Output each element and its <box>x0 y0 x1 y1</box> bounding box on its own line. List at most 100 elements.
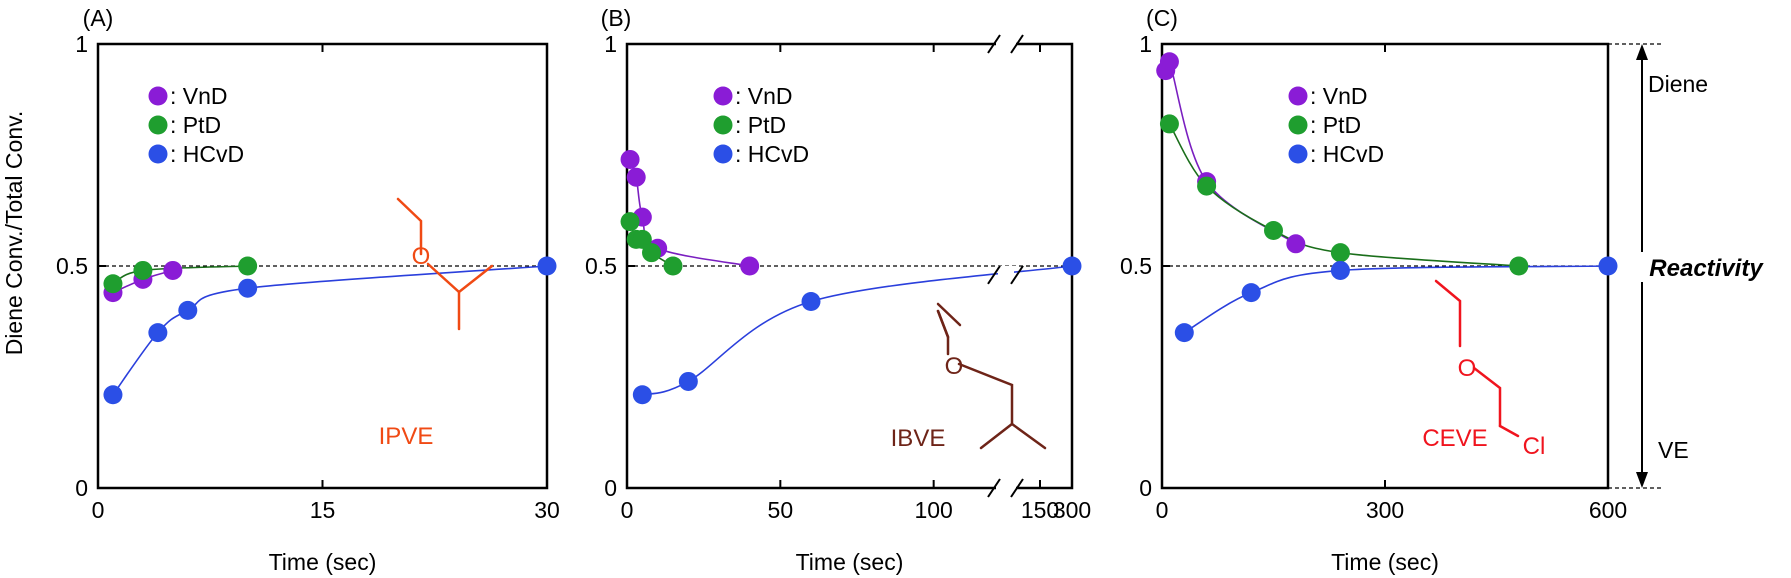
scale-arrow-gap <box>1630 252 1654 282</box>
data-point-hcvd <box>1174 323 1194 343</box>
x-tick-label: 50 <box>768 497 794 523</box>
legend-label-hcvd: : HCvD <box>735 141 809 167</box>
x-tick-label: 0 <box>621 497 634 523</box>
curve-break-mark <box>1010 265 1024 285</box>
legend-label-ptd: : PtD <box>735 112 786 138</box>
data-point-ptd <box>1509 256 1529 276</box>
curve-break-mark <box>987 265 1001 285</box>
data-point-ptd <box>642 243 662 263</box>
data-point-hcvd <box>103 385 123 405</box>
data-point-hcvd <box>1062 256 1082 276</box>
data-point-ptd <box>238 256 258 276</box>
data-point-ptd <box>663 256 683 276</box>
legend-marker-vnd <box>1288 86 1308 106</box>
x-axis-title: Time (sec) <box>1331 549 1439 575</box>
ceve-structure: O Cl <box>1434 279 1546 460</box>
data-point-ptd <box>1264 220 1283 240</box>
data-point-ptd <box>632 229 652 249</box>
reactivity-scale: Diene Reactivity VE <box>1608 43 1764 489</box>
scale-bottom-label: VE <box>1658 437 1689 463</box>
data-point-hcvd <box>1241 283 1261 303</box>
data-point-ptd <box>1330 243 1350 263</box>
y-tick-label: 0.5 <box>56 253 88 279</box>
x-tick-label: 30 <box>534 497 560 523</box>
data-point-ptd <box>1197 176 1217 196</box>
y-tick-label: 0.5 <box>1120 253 1152 279</box>
fit-curve-hcvd <box>642 265 1073 396</box>
fit-curve-vnd <box>1164 54 1297 245</box>
data-point-vnd <box>740 256 760 276</box>
x-tick-label: 0 <box>1156 497 1169 523</box>
panel-c: (C) 0 0.5 1 0 300 600 Time (sec): VnD: PtD: HCv… <box>1120 5 1627 575</box>
panel-tag: (C) <box>1146 5 1178 31</box>
x-tick-label: 300 <box>1053 497 1091 523</box>
legend-label-vnd: : VnD <box>735 83 793 109</box>
legend-label-vnd: : VnD <box>1310 83 1368 109</box>
data-point-ptd <box>620 212 640 232</box>
axis-break-mark <box>987 34 1001 54</box>
scale-arrow-down-icon <box>1636 472 1648 488</box>
ibve-structure: O <box>936 302 1047 450</box>
x-tick-label: 300 <box>1366 497 1404 523</box>
data-point-hcvd <box>1330 260 1350 280</box>
y-tick-label: 0.5 <box>585 253 617 279</box>
legend-label-hcvd: : HCvD <box>1310 141 1384 167</box>
legend-label-hcvd: : HCvD <box>170 141 244 167</box>
y-tick-label: 0 <box>75 475 88 501</box>
ipve-label: IPVE <box>379 423 434 450</box>
legend: : VnD : PtD : HCvD <box>148 83 244 167</box>
data-point-ptd <box>103 274 123 294</box>
x-tick-label: 150 <box>1021 497 1059 523</box>
data-point-hcvd <box>537 256 557 276</box>
fit-curves <box>112 265 548 396</box>
axis-break-mark <box>987 478 1001 498</box>
data-point-hcvd <box>178 300 198 320</box>
y-tick-label: 0 <box>604 475 617 501</box>
y-tick-label: 1 <box>604 31 617 57</box>
y-tick-label: 1 <box>1139 31 1152 57</box>
data-point-hcvd <box>148 323 168 343</box>
axis-break-gap <box>996 39 1016 49</box>
panel-tag: (A) <box>83 5 114 31</box>
x-axis-title: Time (sec) <box>269 549 377 575</box>
legend-label-vnd: : VnD <box>170 83 228 109</box>
legend-marker-hcvd <box>1288 144 1308 164</box>
data-point-hcvd <box>678 371 698 391</box>
legend-label-ptd: : PtD <box>170 112 221 138</box>
data-point-hcvd <box>1598 256 1618 276</box>
data-point-ptd <box>1159 114 1179 134</box>
data-point-hcvd <box>238 278 258 298</box>
legend-marker-vnd <box>148 86 168 106</box>
ibve-label: IBVE <box>891 425 946 452</box>
ipve-oxygen-label: O <box>412 243 431 270</box>
x-tick-label: 0 <box>92 497 105 523</box>
ibve-oxygen-label: O <box>945 353 964 380</box>
scale-arrow-up-icon <box>1636 44 1648 60</box>
x-tick-label: 100 <box>914 497 952 523</box>
data-point-vnd <box>620 149 640 169</box>
data-point-vnd <box>1159 52 1179 72</box>
ceve-oxygen-label: O <box>1458 355 1477 382</box>
axis-break-mark <box>1010 478 1024 498</box>
y-tick-label: 0 <box>1139 475 1152 501</box>
x-tick-label: 15 <box>310 497 336 523</box>
legend-marker-ptd <box>713 115 733 135</box>
fit-curve-hcvd <box>112 265 548 396</box>
ceve-chlorine-label: Cl <box>1523 433 1546 460</box>
axis-break-mark <box>1010 34 1024 54</box>
panel-tag: (B) <box>601 5 632 31</box>
legend-marker-hcvd <box>713 144 733 164</box>
y-axis-title: Diene Conv./Total Conv. <box>1 111 27 356</box>
data-point-hcvd <box>632 385 652 405</box>
scale-top-label: Diene <box>1648 71 1708 97</box>
x-axis-title: Time (sec) <box>796 549 904 575</box>
scale-middle-label: Reactivity <box>1649 255 1764 282</box>
legend-marker-ptd <box>148 115 168 135</box>
legend-marker-vnd <box>713 86 733 106</box>
legend-label-ptd: : PtD <box>1310 112 1361 138</box>
legend: : VnD : PtD : HCvD <box>1288 83 1384 167</box>
legend: : VnD : PtD : HCvD <box>713 83 809 167</box>
data-point-vnd <box>626 167 646 187</box>
